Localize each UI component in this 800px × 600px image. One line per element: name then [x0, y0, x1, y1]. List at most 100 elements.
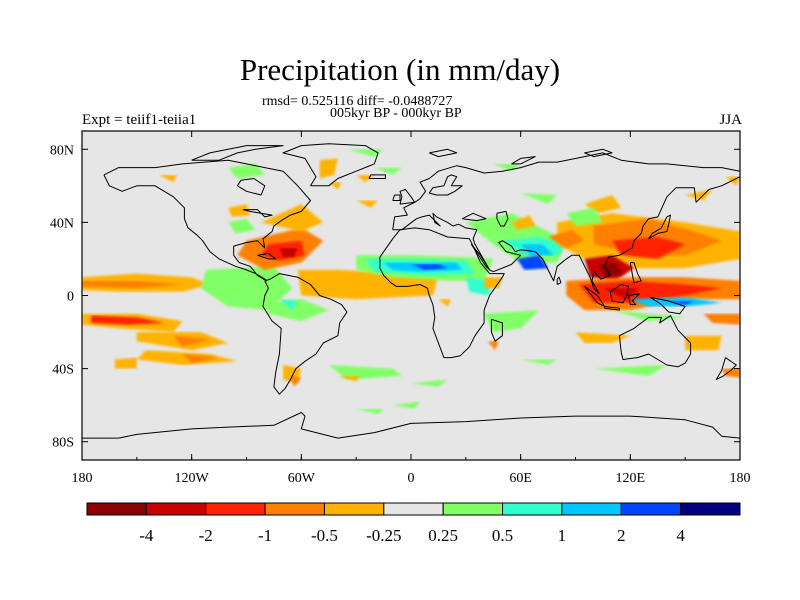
lon-tick-label: 60W [288, 471, 316, 486]
anomaly-patch [228, 163, 265, 179]
colorbar-swatch [620, 502, 682, 516]
anomaly-patch [593, 365, 667, 376]
colorbar: -4 -2 -1 -0.5 -0.25 0.25 0.5 1 2 4 [86, 502, 741, 545]
lon-tick-label: 120E [616, 471, 646, 486]
coastline-path [715, 357, 737, 381]
anomaly-patch [685, 335, 722, 351]
colorbar-swatch [383, 502, 444, 516]
lon-tick-label: 180 [72, 471, 93, 486]
colorbar-label: 0.25 [428, 526, 458, 545]
lat-tick-label: 80N [50, 143, 74, 158]
lon-tick-label: 120W [175, 471, 210, 486]
colorbar-label: -0.5 [311, 526, 338, 545]
anomaly-patch [356, 408, 384, 415]
coastline-path [496, 210, 509, 227]
anomaly-patch [703, 313, 740, 325]
anomaly-patch [487, 341, 499, 351]
anomaly-patch [520, 193, 558, 205]
anomaly-patch [438, 299, 452, 307]
lat-tick-label: 40N [50, 216, 74, 231]
experiment-label: Expt = teiif1-teiia1 [82, 112, 197, 128]
lat-tick-label: 0 [67, 290, 74, 305]
colorbar-swatch [205, 502, 266, 516]
coastline-path [650, 296, 686, 315]
coastline-path [392, 194, 401, 201]
coastline-path [490, 318, 503, 342]
coastline-path [609, 284, 629, 304]
coastline-path [429, 148, 458, 158]
coastline-path [461, 212, 487, 222]
colorbar-label: -1 [258, 526, 272, 545]
coastline-path [236, 178, 266, 196]
anomaly-patch [566, 207, 603, 226]
anomaly-patch [158, 174, 177, 183]
coastline-path [604, 306, 620, 311]
axis-ticks: 180 120W 60W 0 60E 120E 180 80N 40N 0 40S 80S [50, 131, 751, 486]
anomaly-patch [228, 204, 251, 217]
coastline-path [379, 227, 505, 359]
rmsd-diff-subtitle: rmsd= 0.525116 diff= -0.0488727 [262, 94, 453, 109]
coastline-path [428, 174, 463, 196]
period-subtitle: 005kyr BP - 000kyr BP [330, 106, 462, 121]
coastline-path [242, 209, 273, 218]
coastline-path [628, 293, 640, 306]
coastline-path [399, 189, 416, 205]
lon-tick-label: 180 [730, 471, 751, 486]
lat-tick-label: 40S [52, 363, 74, 378]
colorbar-label: -2 [199, 526, 213, 545]
anomaly-patch [579, 280, 722, 303]
anomaly-patch [484, 310, 539, 333]
colorbar-label: -4 [139, 526, 154, 545]
coastline-path [556, 276, 562, 285]
coastline-path [262, 273, 348, 395]
anomaly-patch [261, 204, 324, 232]
coastline-path [368, 174, 386, 179]
coastline-path [257, 253, 277, 260]
anomaly-patch [548, 229, 585, 248]
lat-tick-label: 80S [52, 436, 74, 451]
colorbar-label: -0.25 [366, 526, 401, 545]
anomaly-patch [411, 264, 448, 270]
coastline-path [191, 145, 284, 161]
anomaly-patch [114, 357, 137, 369]
anomaly-patch [91, 315, 165, 325]
anomaly-patch [328, 182, 342, 190]
colorbar-swatch [264, 502, 325, 516]
colorbar-label: 1 [558, 526, 567, 545]
colorbar-swatch [323, 502, 385, 516]
anomaly-patch [721, 368, 740, 378]
anomaly-patch [520, 359, 558, 365]
anomaly-patch [392, 401, 421, 409]
coastline-path [82, 412, 740, 439]
anomaly-patch [228, 218, 256, 234]
anomaly-patch [279, 248, 298, 258]
colorbar-swatch [145, 502, 207, 516]
lon-tick-label: 0 [408, 471, 415, 486]
colorbar-swatch [680, 502, 741, 516]
anomaly-patch [356, 200, 379, 208]
anomaly-patch [374, 167, 402, 175]
anomaly-patch [279, 299, 298, 311]
colorbar-swatch [86, 502, 147, 516]
colorbar-label: 0.5 [492, 526, 513, 545]
chart-title: Precipitation (in mm/day) [239, 52, 561, 87]
anomaly-patch [520, 244, 554, 256]
anomaly-patch [517, 255, 549, 270]
anomaly-patch [200, 266, 293, 311]
colorbar-swatch [561, 502, 622, 516]
coastline-path [629, 262, 642, 284]
anomaly-patch [173, 335, 210, 347]
anomaly-patch [290, 375, 302, 387]
coastline-path [103, 159, 311, 282]
coastline-path [648, 214, 671, 240]
anomaly-patch [264, 299, 329, 322]
colorbar-swatch [502, 502, 563, 516]
anomaly-patch [337, 375, 360, 382]
anomaly-patch [82, 280, 183, 289]
anomaly-patch [319, 158, 338, 179]
colorbar-label: 2 [617, 526, 626, 545]
season-label: JJA [719, 112, 742, 128]
anomaly-patch [484, 277, 503, 289]
anomaly-patch [575, 332, 631, 343]
